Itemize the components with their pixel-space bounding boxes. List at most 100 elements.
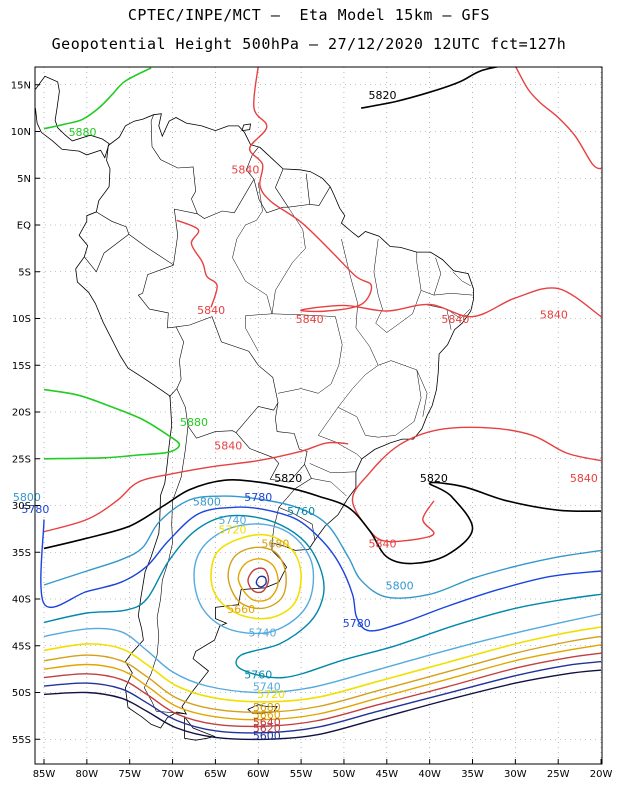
state-border <box>311 478 347 497</box>
contour-label: 5760 <box>287 505 315 518</box>
contour-5640-south <box>43 652 602 728</box>
lat-tick-label: 30S <box>12 501 31 512</box>
lat-tick-label: 20S <box>12 408 31 419</box>
lat-tick-label: 5S <box>18 267 31 278</box>
contour-label: 5840 <box>441 313 469 326</box>
lat-tick-label: 50S <box>12 688 31 699</box>
state-border <box>373 238 422 333</box>
lon-tick-label: 70W <box>161 769 184 780</box>
country-border <box>197 147 259 219</box>
contour-label: 5820 <box>274 472 302 485</box>
contour-label: 5660 <box>227 603 255 616</box>
state-border <box>277 388 319 394</box>
state-border <box>433 257 442 296</box>
contour-5620-south <box>43 660 602 734</box>
map-title: CPTEC/INPE/MCT – Eta Model 15km – GFS <box>127 6 491 24</box>
country-border <box>235 402 279 433</box>
contour-5840-east-tail <box>391 500 435 543</box>
contour-5880-north <box>43 67 152 130</box>
state-border <box>452 271 471 287</box>
central-america-coast <box>35 75 110 159</box>
lon-tick-label: 25W <box>547 769 570 780</box>
axis-ticks: 15N 10N 5N EQ 5S 10S 15S 20S 25S 30S 35S 40S 45S 50S 5… <box>11 80 613 780</box>
contour-5820-north <box>360 67 501 109</box>
contour-5840-northeast <box>515 67 602 170</box>
lon-tick-label: 85W <box>33 769 56 780</box>
contour-lines <box>40 67 602 741</box>
contour-5820-south <box>43 479 602 565</box>
contour-label: 5620 <box>253 722 281 735</box>
contour-label: 5800 <box>193 496 221 509</box>
contour-label: 5840 <box>296 313 324 326</box>
contour-label: 5800 <box>386 580 414 593</box>
lon-tick-label: 45W <box>375 769 398 780</box>
country-border <box>143 425 189 715</box>
contour-label: 5840 <box>540 309 568 322</box>
contour-label: 5740 <box>219 514 247 527</box>
contour-5760-outer <box>43 514 602 679</box>
lat-tick-label: 25S <box>12 454 31 465</box>
contour-5600-south <box>43 669 602 741</box>
lat-tick-label: 35S <box>12 548 31 559</box>
state-border <box>425 304 471 319</box>
contour-label: 5840 <box>197 304 225 317</box>
tierra-del-fuego <box>184 715 216 741</box>
contour-5680-ring <box>227 546 287 610</box>
country-border <box>275 402 308 465</box>
contour-label: 5820 <box>369 89 397 102</box>
contour-label: 5640 <box>253 716 281 729</box>
lat-tick-label: 10S <box>12 314 31 325</box>
state-border <box>309 463 356 474</box>
lon-tick-label: 35W <box>461 769 484 780</box>
contour-label: 5600 <box>253 729 281 742</box>
state-border <box>245 315 259 352</box>
contour-5640-ring <box>247 567 270 594</box>
contour-label: 5740 <box>249 626 277 639</box>
lat-tick-label: 10N <box>11 127 31 138</box>
contour-label: 5840 <box>570 472 598 485</box>
falkland-islands <box>247 704 278 714</box>
contour-label: 5880 <box>180 416 208 429</box>
lat-tick-label: 5N <box>17 174 31 185</box>
country-border <box>150 114 198 214</box>
contour-label: 5840 <box>369 538 397 551</box>
country-border <box>173 208 198 266</box>
trinidad-island <box>241 123 251 132</box>
country-border <box>176 388 237 439</box>
contour-5840-interior <box>176 219 218 308</box>
lon-tick-label: 20W <box>590 769 613 780</box>
country-border <box>128 234 174 266</box>
contour-label: 5820 <box>420 472 448 485</box>
contour-5800 <box>43 495 602 599</box>
map-subtitle: Geopotential Height 500hPa – 27/12/2020 … <box>51 35 567 53</box>
graticule <box>35 67 602 764</box>
contour-5740-ring <box>193 523 315 635</box>
lat-tick-label: 15N <box>11 80 31 91</box>
state-border <box>271 207 306 314</box>
country-border <box>309 186 331 206</box>
lon-tick-label: 80W <box>76 769 99 780</box>
lon-tick-label: 50W <box>333 769 356 780</box>
contour-5880-south <box>43 388 181 460</box>
country-border <box>278 464 312 508</box>
contour-label: 5780 <box>343 617 371 630</box>
contour-5620-ring <box>255 575 267 588</box>
contour-5720-ring <box>210 533 302 620</box>
lat-tick-label: 15S <box>12 361 31 372</box>
lon-tick-label: 75W <box>118 769 141 780</box>
country-borders <box>84 114 473 715</box>
contour-label: 5680 <box>253 701 281 714</box>
lon-tick-label: 30W <box>504 769 527 780</box>
lat-tick-label: 45S <box>12 641 31 652</box>
country-border <box>271 507 280 543</box>
contour-5840-west <box>43 441 349 533</box>
contour-label: 5720 <box>219 524 247 537</box>
lat-tick-label: EQ <box>17 221 31 232</box>
contour-5780 <box>40 506 602 632</box>
contour-5660-south <box>43 644 602 721</box>
contour-5720-south <box>43 626 602 703</box>
contour-5660-ring <box>237 558 279 602</box>
contour-label: 5660 <box>253 709 281 722</box>
country-border <box>175 316 279 403</box>
